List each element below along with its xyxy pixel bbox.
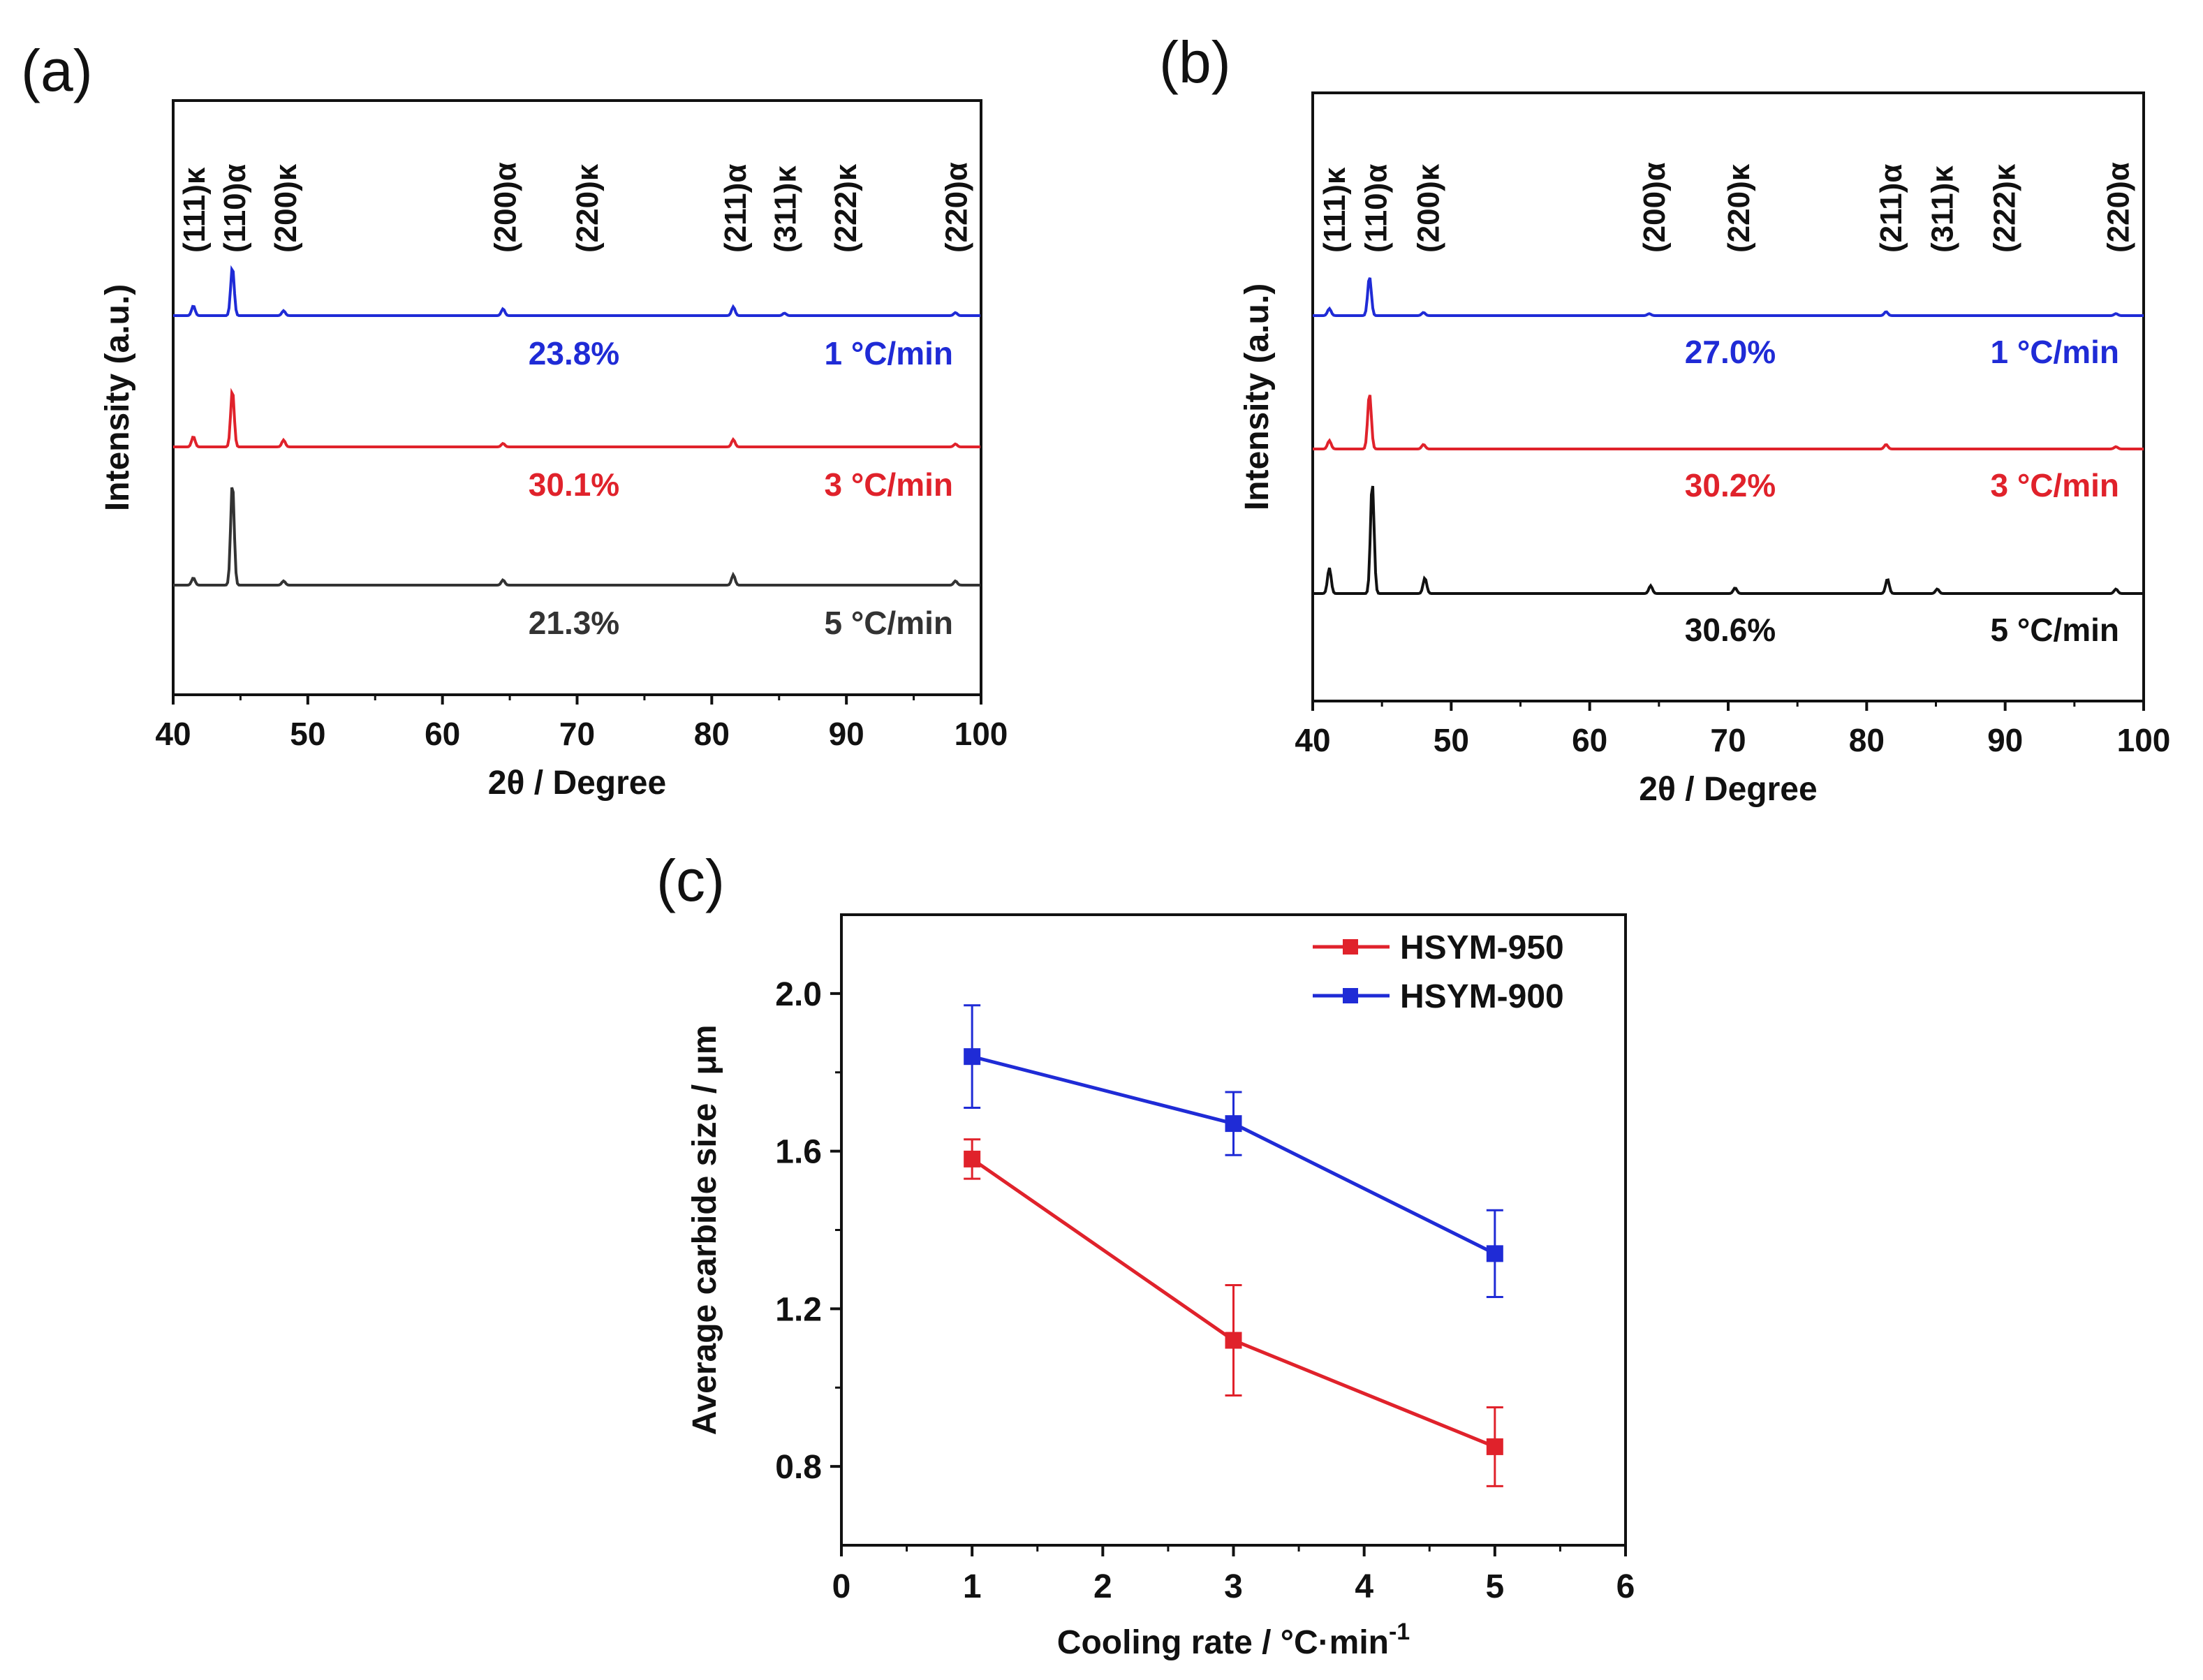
- x-tick-label: 90: [829, 716, 864, 752]
- x-axis-label: 2θ / Degree: [488, 765, 666, 802]
- x-tick-label: 60: [1572, 722, 1607, 758]
- data-point: [1486, 1245, 1503, 1262]
- peak-label: (222)κ: [829, 163, 863, 253]
- peak-label: (110)α: [1359, 164, 1393, 253]
- x-tick-label: 40: [1295, 722, 1330, 758]
- y-tick-label: 0.8: [775, 1449, 822, 1486]
- y-axis-label: Average carbide size / μm: [686, 1025, 723, 1436]
- x-tick-label: 70: [559, 716, 595, 752]
- peak-label: (220)κ: [570, 163, 605, 253]
- cooling-rate-label: 3 °C/min: [824, 466, 953, 503]
- y-axis-label: Intensity (a.u.): [99, 284, 136, 511]
- peak-label: (220)α: [939, 162, 973, 253]
- x-tick-label: 80: [694, 716, 730, 752]
- phase-fraction-label: 30.1%: [529, 466, 619, 503]
- x-tick-label: 50: [1434, 722, 1469, 758]
- peak-label: (222)κ: [1988, 163, 2022, 253]
- panel-b: (b) 40 50 60 70 80 90 100 2θ / Degree Intensity (…: [1159, 29, 2170, 808]
- peak-label: (311)κ: [768, 165, 802, 253]
- x-tick-label: 1: [963, 1568, 982, 1605]
- x-tick-label: 5: [1485, 1568, 1504, 1605]
- peak-label: (111)κ: [1318, 167, 1352, 253]
- data-point: [964, 1150, 981, 1167]
- x-tick-label: 4: [1355, 1568, 1373, 1605]
- data-point: [1486, 1438, 1503, 1455]
- data-point: [964, 1048, 981, 1066]
- xrd-trace-2: [1313, 395, 2144, 450]
- y-tick-label: 1.2: [775, 1291, 822, 1328]
- x-tick-label: 3: [1224, 1568, 1243, 1605]
- legend-label: HSYM-950: [1400, 929, 1564, 966]
- xrd-trace-1: [173, 265, 980, 317]
- legend-marker: [1343, 939, 1358, 955]
- peak-label: (311)κ: [1925, 165, 1959, 253]
- panel-c: (c) 0 1 2 3 4 5 6 0.8 1.2 1.6 2.0 Cooling rate / °C·…: [656, 848, 1635, 1661]
- cooling-rate-label: 1 °C/min: [824, 335, 953, 371]
- phase-fraction-label: 27.0%: [1685, 334, 1776, 370]
- x-tick-label: 6: [1616, 1568, 1635, 1605]
- peak-label: (200)κ: [1412, 163, 1446, 253]
- peak-label: (211)α: [719, 164, 753, 253]
- legend-label: HSYM-900: [1400, 978, 1564, 1015]
- y-tick-label: 2.0: [775, 976, 822, 1013]
- y-axis-label: Intensity (a.u.): [1239, 283, 1276, 510]
- x-tick-label: 50: [290, 716, 325, 752]
- panel-a: (a) 40 50 60 70 80 90 100 2θ / Degree Intensity (…: [21, 38, 1008, 802]
- x-tick-label: 70: [1710, 722, 1746, 758]
- y-tick-label: 1.6: [775, 1134, 822, 1171]
- peak-label: (211)α: [1874, 164, 1908, 253]
- x-axis-label: 2θ / Degree: [1639, 771, 1817, 808]
- xrd-trace-1: [1313, 277, 2144, 317]
- phase-fraction-label: 30.6%: [1685, 612, 1776, 648]
- x-tick-label: 100: [2117, 722, 2171, 758]
- panel-label: (c): [656, 848, 725, 913]
- x-tick-label: 40: [155, 716, 191, 752]
- peak-label: (110)α: [218, 164, 252, 253]
- xrd-trace-3: [1313, 485, 2144, 595]
- cooling-rate-label: 3 °C/min: [1990, 467, 2119, 503]
- peak-label: (200)α: [488, 162, 522, 253]
- x-axis-label: Cooling rate / °C·min-1: [1057, 1619, 1410, 1661]
- x-tick-label: 100: [955, 716, 1008, 752]
- data-point: [1225, 1332, 1242, 1349]
- x-tick-label: 90: [1987, 722, 2023, 758]
- phase-fraction-label: 23.8%: [529, 335, 619, 371]
- peak-label: (220)κ: [1722, 163, 1756, 253]
- x-tick-label: 2: [1093, 1568, 1112, 1605]
- cooling-rate-label: 5 °C/min: [1990, 612, 2119, 648]
- peak-label: (111)κ: [177, 167, 212, 253]
- panel-label: (a): [21, 38, 93, 103]
- x-tick-label: 0: [832, 1568, 851, 1605]
- phase-fraction-label: 30.2%: [1685, 467, 1776, 503]
- xrd-trace-3: [173, 487, 980, 587]
- cooling-rate-label: 1 °C/min: [1990, 334, 2119, 370]
- data-point: [1225, 1115, 1242, 1133]
- x-tick-label: 80: [1849, 722, 1885, 758]
- phase-fraction-label: 21.3%: [529, 605, 619, 641]
- cooling-rate-label: 5 °C/min: [824, 605, 953, 641]
- x-tick-label: 60: [425, 716, 460, 752]
- panel-label: (b): [1159, 29, 1231, 95]
- peak-label: (200)α: [1637, 162, 1672, 253]
- peak-label: (220)α: [2101, 162, 2135, 253]
- peak-label: (200)κ: [269, 163, 303, 253]
- legend-marker: [1343, 988, 1358, 1003]
- xrd-trace-2: [173, 388, 980, 448]
